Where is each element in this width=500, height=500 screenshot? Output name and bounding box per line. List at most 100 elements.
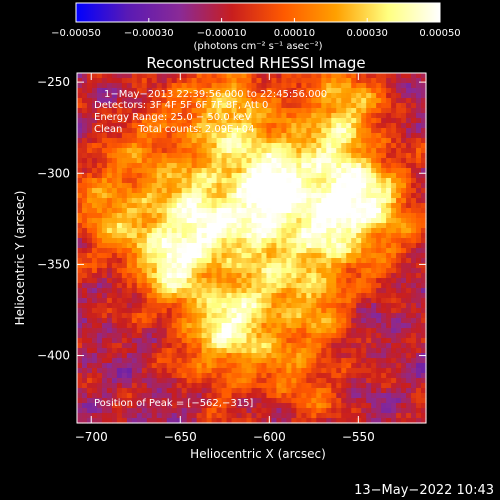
heatmap-cell xyxy=(406,148,412,154)
heatmap-cell xyxy=(171,188,178,194)
heatmap-cell xyxy=(271,253,278,259)
heatmap-cell xyxy=(411,78,417,84)
heatmap-cell xyxy=(416,278,422,284)
heatmap-cell xyxy=(211,263,218,269)
heatmap-cell xyxy=(401,268,407,274)
heatmap-cell xyxy=(236,78,243,84)
heatmap-cell xyxy=(416,198,422,204)
heatmap-cell xyxy=(201,188,208,194)
heatmap-cell xyxy=(286,403,292,409)
heatmap-cell xyxy=(191,278,198,284)
heatmap-cell xyxy=(296,183,302,189)
heatmap-cell xyxy=(171,278,178,284)
heatmap-cell xyxy=(406,188,412,194)
heatmap-cell xyxy=(336,393,342,399)
heatmap-cell xyxy=(116,218,123,224)
heatmap-cell xyxy=(251,143,258,149)
heatmap-cell xyxy=(136,408,143,414)
heatmap-cell xyxy=(356,313,362,319)
heatmap-cell xyxy=(121,78,128,84)
heatmap-cell xyxy=(281,93,287,99)
heatmap-cell xyxy=(226,143,233,149)
heatmap-cell xyxy=(351,98,357,104)
heatmap-cell xyxy=(271,223,278,229)
heatmap-cell xyxy=(336,98,342,104)
heatmap-cell xyxy=(201,228,208,234)
heatmap-cell xyxy=(386,388,392,394)
heatmap-cell xyxy=(166,223,173,229)
heatmap-cell xyxy=(121,233,128,239)
heatmap-cell xyxy=(121,358,128,364)
heatmap-cell xyxy=(321,308,327,314)
heatmap-cell xyxy=(236,118,243,124)
heatmap-cell xyxy=(161,73,168,79)
heatmap-cell xyxy=(121,288,128,294)
heatmap-cell xyxy=(126,293,133,299)
heatmap-cell xyxy=(296,228,302,234)
heatmap-cell xyxy=(91,408,98,414)
heatmap-cell xyxy=(311,93,317,99)
heatmap-cell xyxy=(266,268,273,274)
heatmap-cell xyxy=(141,223,148,229)
heatmap-cell xyxy=(106,313,113,319)
heatmap-cell xyxy=(101,168,108,174)
heatmap-cell xyxy=(416,123,422,129)
heatmap-cell xyxy=(306,138,312,144)
heatmap-cell xyxy=(226,228,233,234)
heatmap-cell xyxy=(316,308,322,314)
heatmap-cell xyxy=(391,73,397,79)
heatmap-cell xyxy=(381,273,387,279)
heatmap-cell xyxy=(306,393,312,399)
heatmap-cell xyxy=(176,108,183,114)
heatmap-cell xyxy=(156,393,163,399)
heatmap-cell xyxy=(231,73,238,79)
heatmap-cell xyxy=(286,218,292,224)
heatmap-cell xyxy=(211,148,218,154)
heatmap-cell xyxy=(291,163,297,169)
heatmap-cell xyxy=(171,203,178,209)
heatmap-cell xyxy=(176,193,183,199)
heatmap-cell xyxy=(221,273,228,279)
heatmap-cell xyxy=(111,378,118,384)
heatmap-cell xyxy=(371,383,377,389)
heatmap-cell xyxy=(266,248,273,254)
heatmap-cell xyxy=(216,113,223,119)
heatmap-cell xyxy=(186,183,193,189)
heatmap-cell xyxy=(126,163,133,169)
heatmap-cell xyxy=(246,163,253,169)
heatmap-cell xyxy=(316,218,322,224)
heatmap-cell xyxy=(361,378,367,384)
heatmap-cell xyxy=(77,318,83,324)
heatmap-cell xyxy=(141,358,148,364)
heatmap-cell xyxy=(211,378,218,384)
heatmap-cell xyxy=(366,193,372,199)
heatmap-cell xyxy=(356,388,362,394)
heatmap-cell xyxy=(311,193,317,199)
heatmap-cell xyxy=(176,278,183,284)
heatmap-cell xyxy=(356,413,362,419)
heatmap-cell xyxy=(416,73,422,79)
heatmap-cell xyxy=(271,343,278,349)
heatmap-cell xyxy=(141,273,148,279)
heatmap-cell xyxy=(81,223,88,229)
heatmap-cell xyxy=(196,368,203,374)
heatmap-cell xyxy=(281,368,287,374)
heatmap-cell xyxy=(121,338,128,344)
heatmap-cell xyxy=(151,273,158,279)
heatmap-cell xyxy=(211,98,218,104)
heatmap-cell xyxy=(221,193,228,199)
heatmap-cell xyxy=(81,333,88,339)
heatmap-cell xyxy=(321,343,327,349)
heatmap-cell xyxy=(281,128,287,134)
heatmap-cell xyxy=(231,408,238,414)
heatmap-cell xyxy=(356,193,362,199)
heatmap-cell xyxy=(161,203,168,209)
heatmap-cell xyxy=(246,263,253,269)
heatmap-cell xyxy=(306,88,312,94)
heatmap-cell xyxy=(416,303,422,309)
heatmap-cell xyxy=(111,103,118,109)
heatmap-cell xyxy=(341,278,347,284)
heatmap-cell xyxy=(341,168,347,174)
heatmap-cell xyxy=(251,348,258,354)
heatmap-cell xyxy=(221,308,228,314)
